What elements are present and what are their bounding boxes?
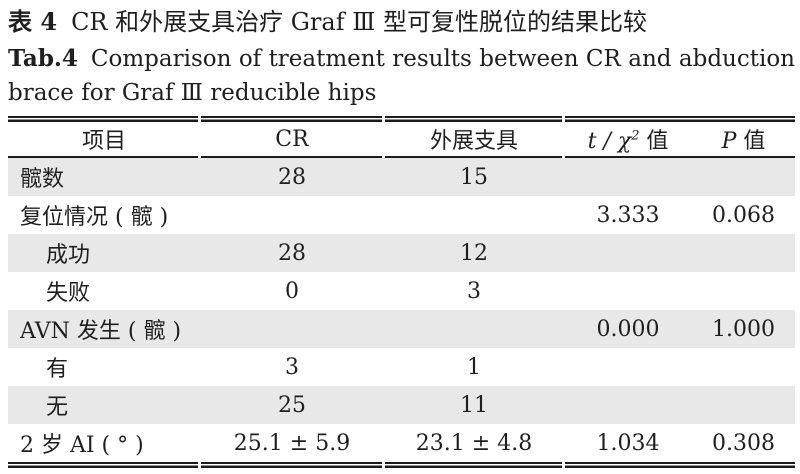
cr-value: 25.1 ± 5.9: [233, 430, 351, 456]
column-header-p-value: P 值: [721, 129, 766, 154]
row-label: 复位情况 ( 髋 ): [20, 205, 169, 230]
row-label: 失败: [46, 281, 91, 306]
row-label: 有: [46, 357, 69, 382]
row-label: 无: [46, 395, 69, 420]
table-title-chinese: 表 4 CR 和外展支具治疗 Graf Ⅲ 型可复性脱位的结果比较: [8, 4, 795, 40]
brace-value: 3: [467, 278, 481, 304]
stat-value: 3.333: [596, 202, 660, 228]
table-row: AVN 发生 ( 髋 ) 0.000 1.000: [8, 310, 795, 348]
table-row: 有 3 1: [8, 348, 795, 386]
brace-value: 15: [460, 164, 488, 190]
table-title-english-text: Comparison of treatment results between …: [8, 46, 795, 106]
table-row: 无 25 11: [8, 386, 795, 424]
cr-value: 28: [278, 164, 306, 190]
stat-value: 1.034: [596, 430, 660, 456]
column-header-cr: CR: [275, 126, 309, 152]
table-top-border: [8, 116, 795, 122]
results-table: 项目 CR 外展支具 t / χ2 值 P 值 髋数 28 15 复位情况 ( …: [8, 116, 795, 468]
column-header-statistic: t / χ2 值: [587, 128, 669, 154]
brace-value: 23.1 ± 4.8: [415, 430, 533, 456]
brace-value: 12: [460, 240, 488, 266]
table-header-row: 项目 CR 外展支具 t / χ2 值 P 值: [8, 122, 795, 156]
p-value: 0.068: [712, 202, 775, 228]
brace-value: 1: [467, 354, 481, 380]
row-label: 髋数: [20, 167, 65, 192]
brace-value: 11: [460, 392, 488, 418]
p-value: 0.308: [712, 430, 775, 456]
cr-value: 0: [285, 278, 299, 304]
table-row: 成功 28 12: [8, 234, 795, 272]
cr-value: 25: [278, 392, 306, 418]
table-title-english: Tab.4 Comparison of treatment results bet…: [8, 42, 795, 110]
row-label: 成功: [46, 243, 91, 268]
table-header-separator: [8, 156, 795, 158]
table-row: 复位情况 ( 髋 ) 3.333 0.068: [8, 196, 795, 234]
table-row: 失败 0 3: [8, 272, 795, 310]
table-number-chinese: 表 4: [8, 7, 58, 36]
table-title-chinese-text: CR 和外展支具治疗 Graf Ⅲ 型可复性脱位的结果比较: [71, 8, 647, 36]
row-label: AVN 发生 ( 髋 ): [20, 319, 182, 344]
table-number-english: Tab.4: [8, 45, 78, 72]
stat-value: 0.000: [596, 316, 660, 342]
cr-value: 28: [278, 240, 306, 266]
p-value: 1.000: [712, 316, 775, 342]
column-header-item: 项目: [81, 129, 126, 154]
cr-value: 3: [285, 354, 299, 380]
table-row: 髋数 28 15: [8, 158, 795, 196]
column-header-brace: 外展支具: [429, 129, 518, 154]
table-bottom-border: [8, 462, 795, 468]
row-label: 2 岁 AI ( ° ): [20, 433, 144, 458]
table-row: 2 岁 AI ( ° ) 25.1 ± 5.9 23.1 ± 4.8 1.034…: [8, 424, 795, 462]
